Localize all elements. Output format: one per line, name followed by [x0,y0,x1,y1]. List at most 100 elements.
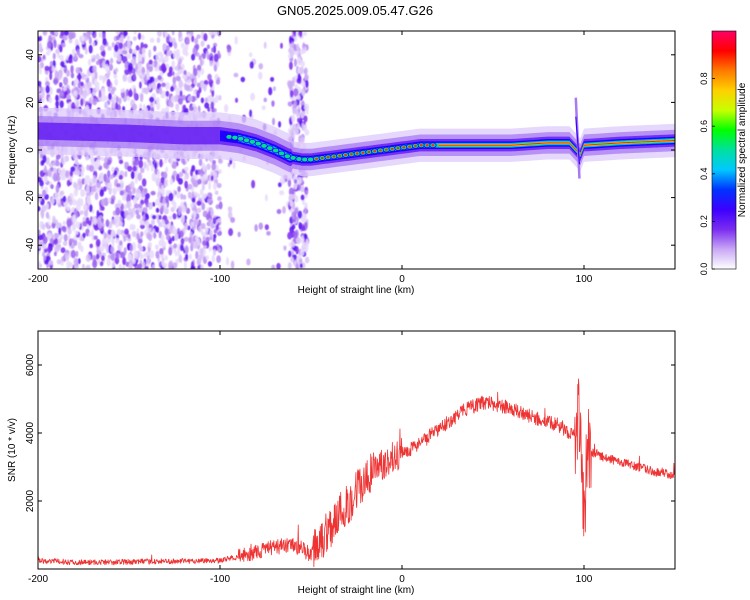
spectrogram-speckle [52,215,56,224]
spectrogram-speckle [207,261,213,267]
spectrogram-speckle [138,103,143,109]
spectrogram-speckle [56,259,62,265]
spectrogram-speckle [181,204,186,214]
spectrogram-speckle [47,232,52,241]
spectrogram-speckle [176,191,181,199]
spectrogram-speckle [132,165,137,172]
spectrogram-speckle [96,210,100,218]
ridge-band [438,139,675,156]
spectrogram-speckle [178,79,184,88]
ridge-blob [266,145,274,151]
spectrogram-speckle [49,31,55,35]
spectrogram-speckle [52,172,58,182]
spectrogram-speckle [52,52,56,60]
spectrogram-speckle [61,157,66,165]
spectrogram-speckle [161,219,165,228]
spectrogram-speckle [94,71,98,80]
spectrogram-speckle [60,31,65,37]
spectrogram-speckle [147,256,151,265]
spectrogram-speckle [110,229,116,237]
spectrogram-speckle [45,85,50,94]
spectrogram-speckle [160,195,164,204]
spectrogram-speckle [289,90,294,98]
spectrogram-speckle [290,80,295,87]
spectrogram-speckle [41,189,47,197]
snr-x-axis: -200 -100 0 100 [28,331,593,585]
spectrogram-speckle [53,79,58,84]
spectrogram-speckle [55,198,61,205]
spectrogram-speckle [183,222,188,231]
spectrogram-speckle [92,65,97,73]
spectrogram-speckle [148,49,152,59]
x-tick-label: -200 [28,574,48,585]
spectrogram-speckle [75,250,79,258]
spectrogram-speckle [66,206,71,212]
spectrogram-speckle [175,104,179,113]
spectrogram-speckle [297,210,303,219]
spectrogram-speckle [157,75,162,81]
spectrogram-speckle [298,258,303,264]
spectrogram-speckle [297,73,301,82]
spectrogram-speckle [92,41,96,47]
spectrogram-speckle [150,190,156,196]
spectrogram-speckle [190,83,195,89]
spectrogram-speckle [151,264,156,269]
spectrogram-speckle [97,220,103,229]
spectrogram-speckle [171,60,175,68]
ridge-blob-core [355,152,359,155]
spectrogram-speckle [150,76,155,84]
spectrogram-speckle [237,231,241,238]
ridge-blob-core [361,151,365,154]
spectrogram-speckle [78,53,84,59]
spectrogram-speckle [158,214,162,220]
spectrogram-speckle [92,98,98,106]
spectrogram-speckle [199,170,204,177]
spectrogram-speckle [225,257,230,266]
spectrogram-speckle [126,75,132,83]
y-tick-label: -20 [25,190,36,205]
ridge-blob [289,155,297,161]
snr-plot-area [38,331,675,569]
spectrogram-speckle [164,228,169,236]
spectrogram-speckle [88,165,95,172]
spectrogram-speckle [138,81,142,89]
spectrogram-speckle [143,161,147,169]
ridge-blob [260,143,268,149]
spectrogram-speckle [215,204,220,210]
spectrogram-speckle [103,75,107,81]
spectrogram-speckle [137,53,143,63]
spectrogram-speckle [201,240,207,246]
spectrogram-speckle [144,265,149,269]
spectrogram-speckle [53,39,57,49]
spectrogram-speckle [138,206,143,213]
spectrogram-speckle [196,70,201,79]
spectrogram-speckle [91,57,96,63]
spectrogram-speckle [41,204,47,213]
colorbar-ticks: 0.0 0.2 0.4 0.6 0.8 [699,72,715,275]
spectrogram-speckle [42,155,47,163]
spectrogram-speckle [272,86,276,92]
spectrogram-speckle [45,222,49,228]
spectrogram-speckle [84,175,90,181]
spectrogram-speckle [200,264,204,269]
spectrogram-speckle [278,121,282,128]
spectrogram-speckle [38,67,43,75]
spectrogram-speckle [81,40,85,45]
spectrogram-speckle [100,156,105,162]
ridge-blob-core [425,144,429,147]
spectrogram-speckle [218,158,223,164]
spectrogram-speckle [230,217,236,223]
spectrogram-speckle [263,97,267,103]
ridge-blob-core [396,147,400,150]
colorbar-tick-label: 0.6 [699,120,709,133]
spectrogram-speckle [127,95,131,102]
spectrogram-speckle [72,181,78,189]
spectrogram-speckle [263,41,267,49]
spectrogram-speckle [122,74,127,82]
spectrogram-speckle [293,260,297,266]
spectrogram-speckle [296,43,300,52]
spectrogram-speckle [100,93,106,103]
spectrogram-speckle [216,182,222,189]
spectrogram-speckle [132,197,138,205]
snr-series-line [38,378,675,568]
